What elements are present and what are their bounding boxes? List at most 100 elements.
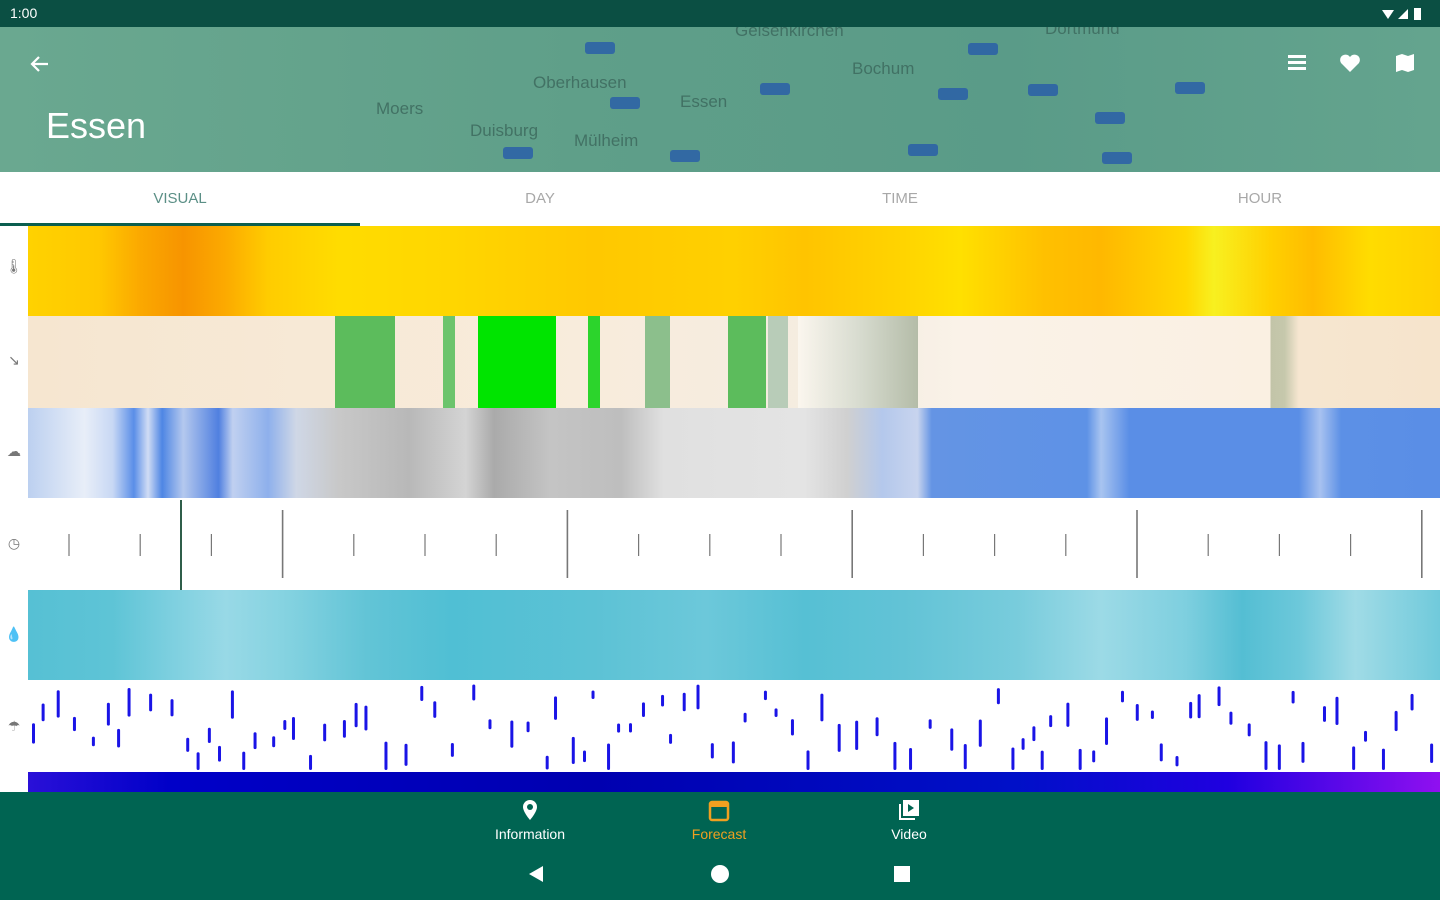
tab[interactable]: TIME (882, 190, 918, 207)
back-button[interactable] (28, 52, 52, 76)
rain-mark (710, 743, 714, 759)
tab-bar: VISUAL DAY TIME HOUR (0, 172, 1440, 226)
rain-mark (641, 702, 645, 717)
wind-stripe (768, 316, 788, 408)
nav-item[interactable]: Forecast (659, 798, 779, 842)
rain-mark (207, 727, 211, 744)
system-nav (529, 865, 910, 883)
nav-label: Information (494, 826, 566, 842)
rain-mark (450, 742, 454, 757)
rain-mark (91, 736, 95, 747)
road-sign (1095, 112, 1125, 124)
rain-mark (682, 692, 686, 712)
wind-band (28, 316, 1440, 408)
rain-mark (291, 716, 295, 740)
map-button[interactable] (1394, 52, 1416, 74)
rain-mark (1197, 694, 1201, 719)
favorite-button[interactable] (1338, 52, 1362, 74)
map-label: Moers (376, 99, 424, 118)
home-key[interactable] (711, 865, 729, 883)
rain-mark (342, 720, 346, 738)
rain-mark (875, 717, 879, 737)
back-key[interactable] (529, 866, 543, 882)
city-title: Essen (46, 105, 147, 146)
rain-mark (1105, 717, 1109, 746)
map-label: Oberhausen (533, 73, 627, 92)
rain-mark (669, 733, 673, 744)
rain-mark (591, 690, 595, 700)
tab[interactable]: DAY (525, 190, 555, 207)
rain-mark (928, 719, 932, 729)
status-time: 1:00 (10, 5, 38, 21)
rain-mark (1189, 701, 1193, 719)
clock-icon: ◷ (7, 535, 21, 551)
list-button[interactable] (1286, 52, 1308, 74)
road-sign (610, 97, 640, 109)
road-sign (908, 144, 938, 156)
rain-mark (628, 723, 632, 733)
rain-mark (554, 696, 558, 720)
rain-mark (996, 688, 1000, 705)
rain-mark (364, 705, 368, 731)
map-label: Mülheim (574, 131, 639, 150)
pressure-band (28, 772, 1440, 792)
rain-mark (32, 723, 35, 744)
map-label: Bochum (852, 59, 915, 78)
rain-mark (545, 755, 549, 770)
rain-mark (743, 712, 747, 723)
temperature-icon: 🌡 (5, 258, 23, 274)
rain-mark (384, 741, 388, 770)
rain-mark (1150, 710, 1154, 720)
rain-mark (696, 684, 700, 710)
rain-mark (510, 720, 514, 748)
road-sign (585, 42, 615, 54)
rain-mark (106, 702, 110, 726)
rain-mark (763, 690, 767, 701)
rain-mark (72, 716, 76, 732)
rain-mark (230, 690, 234, 719)
rain-mark (1032, 726, 1036, 742)
rain-mark (661, 694, 665, 707)
wind-stripe (798, 316, 918, 408)
wind-stripe (478, 316, 556, 408)
rain-mark (354, 702, 358, 728)
humidity-band (28, 590, 1440, 680)
rain-mark (1159, 743, 1163, 762)
rain-mark (1247, 723, 1251, 737)
rain-mark (1229, 711, 1233, 725)
wind-stripe (588, 316, 600, 408)
nav-item[interactable]: Video (849, 798, 969, 842)
nav-icon (708, 800, 730, 822)
nav-label: Forecast (691, 826, 747, 842)
road-sign (503, 147, 533, 159)
rain-mark (1291, 690, 1295, 704)
rain-mark (472, 684, 476, 701)
rain-mark (855, 720, 859, 750)
rain-mark (837, 723, 841, 752)
rain-mark (1217, 686, 1221, 707)
nav-icon (899, 800, 919, 820)
rain-marks (32, 684, 1434, 770)
rain-mark (806, 750, 810, 770)
rain-mark (1430, 743, 1434, 764)
recents-key[interactable] (894, 866, 910, 882)
cloud-icon: ☁ (7, 443, 21, 459)
road-sign (968, 43, 998, 55)
wind-stripe (443, 316, 455, 408)
nav-icon (523, 800, 537, 820)
rain-mark (1410, 693, 1414, 711)
nav-item[interactable]: Information (470, 798, 590, 842)
temperature-band (28, 226, 1440, 316)
tab[interactable]: VISUAL (153, 190, 207, 207)
road-sign (670, 150, 700, 162)
rain-mark (774, 708, 778, 717)
rain-mark (617, 723, 621, 733)
rain-mark (978, 719, 982, 747)
rain-mark (323, 723, 327, 742)
rain-mark (218, 745, 222, 762)
tab[interactable]: HOUR (1237, 190, 1283, 207)
map-label: Essen (680, 92, 728, 111)
rain-icon: ☂ (7, 718, 21, 734)
rain-mark (488, 719, 492, 730)
